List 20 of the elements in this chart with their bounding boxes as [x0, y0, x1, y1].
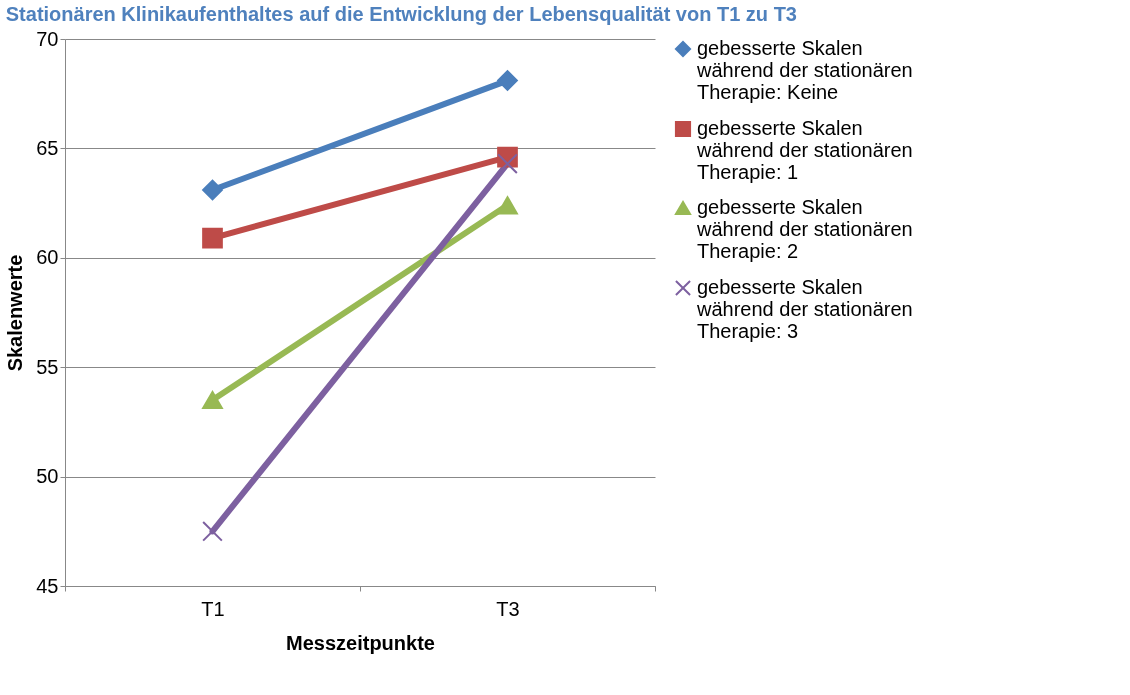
y-tick-label: 60: [36, 246, 59, 269]
y-tick-label: 55: [36, 355, 59, 378]
y-tick-label: 65: [36, 136, 59, 159]
chart-title: Stationären Klinikaufenthaltes auf die Entwicklung der Lebensqualität von T1 zu T3: [5, 3, 797, 25]
legend-label: gebesserte Skalen während der stationären Therapie: 1: [696, 117, 913, 183]
y-tick-label: 45: [36, 574, 59, 597]
point: [497, 153, 518, 175]
point: [497, 70, 518, 91]
x-axis-title: Messzeitpunkte: [286, 631, 435, 654]
y-axis-title: Skalenwerte: [4, 254, 27, 372]
point: [202, 227, 223, 249]
y-tick-label: 70: [36, 27, 59, 50]
legend-label: gebesserte Skalen während der stationären Therapie: 2: [696, 196, 913, 262]
point: [202, 520, 223, 542]
y-tick-label: 50: [36, 465, 59, 488]
point: [202, 179, 223, 201]
x-tick-label: T1: [201, 597, 225, 620]
legend-label: gebesserte Skalen während der stationären Therapie: 3: [696, 276, 913, 342]
x-tick-label: T3: [496, 597, 520, 620]
legend-label: gebesserte Skalen während der stationären Therapie: Keine: [696, 37, 913, 103]
